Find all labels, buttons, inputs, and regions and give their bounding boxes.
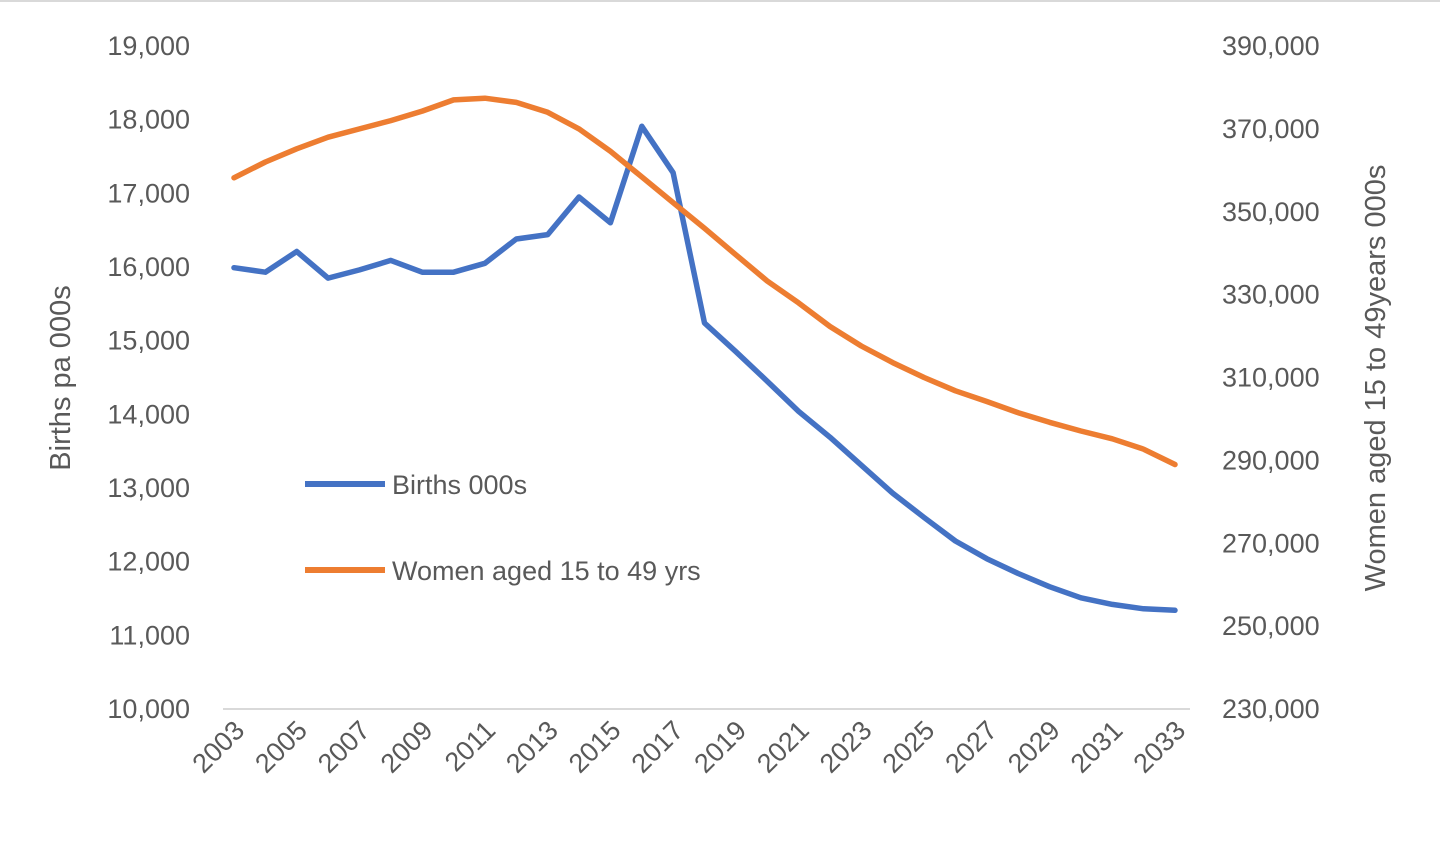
left-tick-label: 10,000 [107, 694, 190, 724]
series-line-births [231, 123, 1178, 614]
x-tick-label: 2011 [439, 715, 501, 777]
right-y-axis-ticks: 230,000 250,000 270,000 290,000 310,000 330,0… [1222, 31, 1320, 724]
right-tick-label: 390,000 [1222, 31, 1320, 61]
left-tick-label: 17,000 [107, 178, 190, 208]
x-tick-label: 2019 [688, 715, 752, 779]
legend-label-women: Women aged 15 to 49 yrs [392, 556, 701, 586]
right-tick-label: 330,000 [1222, 280, 1320, 310]
legend: Births 000s Women aged 15 to 49 yrs [305, 470, 701, 586]
x-tick-label: 2009 [375, 715, 439, 779]
right-axis-title: Women aged 15 to 49years 000s [1360, 165, 1392, 592]
left-tick-label: 12,000 [107, 547, 190, 577]
x-tick-label: 2021 [751, 715, 815, 779]
right-tick-label: 370,000 [1222, 114, 1320, 144]
x-tick-label: 2015 [563, 715, 627, 779]
x-tick-label: 2003 [187, 715, 251, 779]
x-tick-label: 2017 [626, 715, 690, 779]
left-tick-label: 15,000 [107, 326, 190, 356]
left-y-axis-ticks: 10,000 11,000 12,000 13,000 14,000 15,000 16,0… [107, 31, 190, 724]
left-tick-label: 18,000 [107, 105, 190, 135]
right-tick-label: 350,000 [1222, 197, 1320, 227]
left-tick-label: 13,000 [107, 473, 190, 503]
x-tick-label: 2005 [249, 715, 313, 779]
series-layer [231, 95, 1178, 614]
left-tick-label: 19,000 [107, 31, 190, 61]
x-tick-label: 2029 [1002, 715, 1066, 779]
x-tick-label: 2023 [814, 715, 878, 779]
right-tick-label: 250,000 [1222, 611, 1320, 641]
left-tick-label: 14,000 [107, 399, 190, 429]
x-tick-label: 2027 [939, 715, 1003, 779]
right-tick-label: 230,000 [1222, 694, 1320, 724]
x-tick-label: 2007 [312, 715, 376, 779]
right-tick-label: 270,000 [1222, 528, 1320, 558]
left-axis-title: Births pa 000s [45, 285, 77, 470]
left-tick-label: 11,000 [109, 620, 190, 650]
left-tick-label: 16,000 [107, 252, 190, 282]
x-tick-label: 2031 [1065, 715, 1129, 779]
x-tick-label: 2013 [500, 715, 564, 779]
right-tick-label: 290,000 [1222, 445, 1320, 475]
x-tick-label: 2025 [877, 715, 941, 779]
x-axis-ticks: 2003 2005 2007 2009 2011 2013 2015 2017 2019 2021… [187, 715, 1192, 779]
right-tick-label: 310,000 [1222, 363, 1320, 393]
series-line-women [231, 95, 1178, 468]
x-tick-label: 2033 [1128, 715, 1192, 779]
legend-label-births: Births 000s [392, 470, 527, 500]
